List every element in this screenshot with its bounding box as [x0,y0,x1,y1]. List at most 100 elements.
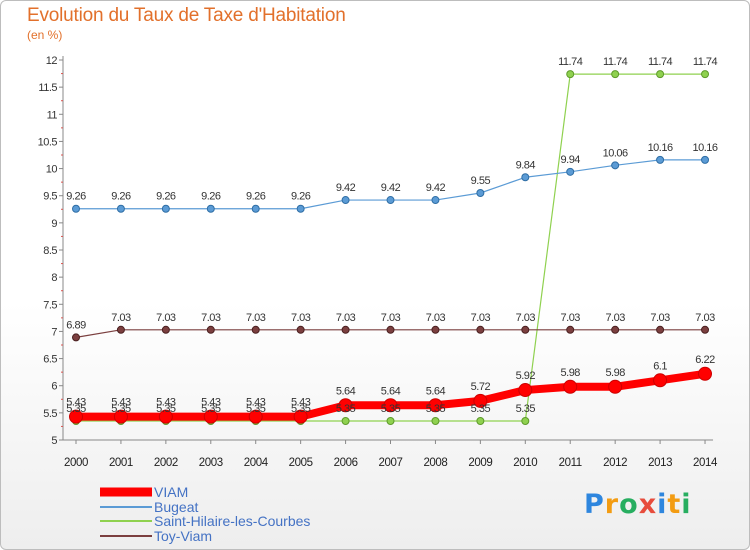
data-label-bugeat: 9.42 [336,182,356,194]
point-toy-viam [206,325,215,334]
point-saint-hilaire-les-courbes [566,70,575,79]
point-toy-viam [701,325,710,334]
data-label-viam: 5.98 [561,367,581,379]
data-label-toy-viam: 7.03 [111,312,131,324]
data-label-toy-viam: 7.03 [381,312,401,324]
logo-letter: i [657,489,668,520]
point-toy-viam [251,325,260,334]
data-label-viam: 5.64 [336,385,356,397]
data-label-viam: 5.43 [66,397,86,409]
y-tick-label: 10 [46,164,58,176]
data-label-viam: 6.1 [653,360,667,372]
y-tick-label: 5 [51,435,57,447]
data-label-toy-viam: 7.03 [291,312,311,324]
data-label-bugeat: 9.26 [246,191,266,203]
point-viam [69,409,83,424]
legend-swatch-toy-viam [100,534,152,537]
point-viam [518,383,533,398]
point-saint-hilaire-les-courbes [656,70,665,79]
logo-letter: r [604,489,620,520]
legend-label-bugeat: Bugeat [154,498,199,515]
point-viam [293,409,308,424]
data-label-saint-hilaire-les-courbes: 5.35 [246,403,266,415]
data-label-toy-viam: 7.03 [426,312,446,324]
x-tick-label: 2007 [379,457,403,469]
data-label-toy-viam: 6.89 [66,319,86,331]
point-saint-hilaire-les-courbes [431,417,440,425]
point-toy-viam [656,325,665,334]
point-saint-hilaire-les-courbes [701,70,710,79]
point-bugeat [611,161,620,170]
data-label-viam: 5.43 [156,397,176,409]
point-bugeat [341,196,350,205]
point-bugeat [296,204,305,213]
point-bugeat [656,155,665,164]
x-tick-label: 2008 [423,457,447,469]
point-viam [698,366,713,381]
point-viam [653,373,668,388]
data-label-toy-viam: 7.03 [336,312,356,324]
data-label-toy-viam: 7.03 [516,312,536,324]
point-bugeat [566,167,575,176]
data-label-bugeat: 9.94 [561,154,581,166]
data-label-saint-hilaire-les-courbes: 5.35 [201,403,221,415]
point-saint-hilaire-les-courbes [386,417,395,425]
point-viam [563,379,578,394]
x-tick-label: 2005 [289,457,313,469]
data-label-saint-hilaire-les-courbes: 11.74 [648,56,673,68]
y-tick-label: 9.5 [43,191,57,203]
data-label-bugeat: 9.42 [426,182,446,194]
data-label-saint-hilaire-les-courbes: 5.35 [66,403,86,415]
data-label-bugeat: 9.42 [381,182,401,194]
logo-letter: t [667,489,682,520]
point-bugeat [476,189,485,197]
point-toy-viam [72,333,80,342]
point-toy-viam [521,325,530,334]
data-label-bugeat: 10.16 [648,142,673,154]
logo-letter: P [584,489,605,520]
y-tick-label: 6 [51,381,57,393]
data-label-saint-hilaire-les-courbes: 5.35 [156,403,176,415]
data-label-bugeat: 9.26 [291,191,311,203]
point-viam [428,398,443,413]
data-label-bugeat: 9.55 [471,175,491,187]
y-tick-label: 8.5 [43,245,57,257]
data-label-saint-hilaire-les-courbes: 11.74 [603,56,628,68]
data-label-toy-viam: 7.03 [605,312,625,324]
point-viam [158,409,173,424]
data-label-viam: 5.64 [381,385,401,397]
x-tick-label: 2006 [334,457,358,469]
y-tick-label: 11 [47,109,58,121]
point-toy-viam [566,325,575,334]
point-viam [473,393,488,408]
data-label-toy-viam: 7.03 [650,312,670,324]
proxiti-logo: Proxiti [584,489,692,520]
x-tick-label: 2000 [64,457,88,469]
point-bugeat [701,155,710,164]
point-viam [383,398,398,413]
point-toy-viam [476,325,485,334]
data-label-toy-viam: 7.03 [471,312,491,324]
data-label-viam: 5.92 [516,370,536,382]
x-tick-label: 2003 [199,457,223,469]
point-bugeat [431,196,440,205]
data-label-viam: 5.64 [426,385,446,397]
data-label-saint-hilaire-les-courbes: 5.35 [381,403,401,415]
data-label-saint-hilaire-les-courbes: 11.74 [558,56,583,68]
data-label-bugeat: 10.16 [693,142,718,154]
point-viam [338,398,353,413]
point-toy-viam [341,325,350,334]
legend-swatch-bugeat [100,505,152,508]
x-tick-label: 2010 [513,457,537,469]
data-label-viam: 5.43 [111,397,131,409]
logo-letter: o [619,489,639,520]
y-tick-label: 10.5 [38,136,58,148]
point-bugeat [521,173,530,182]
y-tick-label: 7 [51,326,57,338]
point-toy-viam [611,325,620,334]
y-tick-label: 8 [51,272,57,284]
point-viam [248,409,263,424]
point-viam [113,409,128,424]
data-label-bugeat: 10.06 [603,147,628,159]
